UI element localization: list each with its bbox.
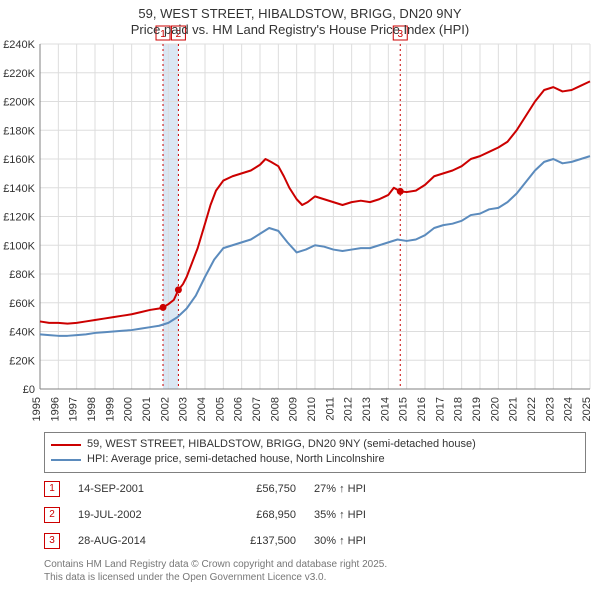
svg-text:2018: 2018 bbox=[453, 397, 465, 421]
sale-date: 14-SEP-2001 bbox=[78, 483, 198, 495]
chart-container: 59, WEST STREET, HIBALDSTOW, BRIGG, DN20… bbox=[0, 0, 600, 590]
legend-label: HPI: Average price, semi-detached house,… bbox=[87, 452, 385, 467]
sale-row: 3 28-AUG-2014 £137,500 30% ↑ HPI bbox=[44, 528, 414, 554]
svg-text:£0: £0 bbox=[23, 384, 35, 396]
svg-text:2001: 2001 bbox=[141, 397, 153, 421]
svg-text:2000: 2000 bbox=[123, 397, 135, 421]
svg-text:1997: 1997 bbox=[68, 397, 80, 421]
svg-text:2014: 2014 bbox=[379, 397, 391, 421]
svg-text:1999: 1999 bbox=[104, 397, 116, 421]
legend-item: HPI: Average price, semi-detached house,… bbox=[51, 452, 579, 467]
svg-text:2022: 2022 bbox=[526, 397, 538, 421]
svg-text:2015: 2015 bbox=[398, 397, 410, 421]
svg-text:2011: 2011 bbox=[324, 397, 336, 421]
svg-text:2009: 2009 bbox=[288, 397, 300, 421]
legend-item: 59, WEST STREET, HIBALDSTOW, BRIGG, DN20… bbox=[51, 437, 579, 452]
sale-marker-icon: 2 bbox=[44, 507, 60, 523]
svg-text:£240K: £240K bbox=[3, 39, 35, 51]
legend-swatch bbox=[51, 444, 81, 446]
svg-text:2008: 2008 bbox=[269, 397, 281, 421]
svg-text:1996: 1996 bbox=[49, 397, 61, 421]
title-line-2: Price paid vs. HM Land Registry's House … bbox=[0, 22, 600, 38]
sale-row: 2 19-JUL-2002 £68,950 35% ↑ HPI bbox=[44, 502, 414, 528]
svg-text:£200K: £200K bbox=[3, 97, 35, 109]
sale-pct-vs-hpi: 35% ↑ HPI bbox=[314, 509, 414, 521]
svg-text:2017: 2017 bbox=[434, 397, 446, 421]
svg-text:£120K: £120K bbox=[3, 212, 35, 224]
svg-text:2013: 2013 bbox=[361, 397, 373, 421]
sales-table: 1 14-SEP-2001 £56,750 27% ↑ HPI 2 19-JUL-2002… bbox=[44, 476, 414, 554]
sale-price: £137,500 bbox=[216, 535, 296, 547]
title-line-1: 59, WEST STREET, HIBALDSTOW, BRIGG, DN20… bbox=[0, 6, 600, 22]
footer-line-2: This data is licensed under the Open Gov… bbox=[44, 571, 387, 584]
svg-text:2024: 2024 bbox=[563, 397, 575, 421]
svg-text:2004: 2004 bbox=[196, 397, 208, 421]
svg-text:£100K: £100K bbox=[3, 240, 35, 252]
svg-text:£220K: £220K bbox=[3, 68, 35, 80]
svg-text:2002: 2002 bbox=[159, 397, 171, 421]
svg-text:£20K: £20K bbox=[9, 355, 35, 367]
sale-marker-icon: 1 bbox=[44, 481, 60, 497]
svg-text:2006: 2006 bbox=[233, 397, 245, 421]
svg-text:2012: 2012 bbox=[343, 397, 355, 421]
svg-text:2010: 2010 bbox=[306, 397, 318, 421]
svg-text:2020: 2020 bbox=[489, 397, 501, 421]
svg-text:£140K: £140K bbox=[3, 183, 35, 195]
svg-text:£60K: £60K bbox=[9, 298, 35, 310]
sale-marker-icon: 3 bbox=[44, 533, 60, 549]
sale-price: £68,950 bbox=[216, 509, 296, 521]
legend-label: 59, WEST STREET, HIBALDSTOW, BRIGG, DN20… bbox=[87, 437, 476, 452]
sale-row: 1 14-SEP-2001 £56,750 27% ↑ HPI bbox=[44, 476, 414, 502]
svg-text:1995: 1995 bbox=[31, 397, 43, 421]
svg-text:2003: 2003 bbox=[178, 397, 190, 421]
svg-text:£40K: £40K bbox=[9, 327, 35, 339]
svg-text:£180K: £180K bbox=[3, 125, 35, 137]
line-chart: £0 £20K £40K £60K £80K £100K £120K £140K £160K £1… bbox=[0, 0, 600, 430]
svg-text:1998: 1998 bbox=[86, 397, 98, 421]
svg-text:2025: 2025 bbox=[581, 397, 593, 421]
svg-text:2016: 2016 bbox=[416, 397, 428, 421]
svg-text:2019: 2019 bbox=[471, 397, 483, 421]
sale-price: £56,750 bbox=[216, 483, 296, 495]
legend-swatch bbox=[51, 459, 81, 461]
sale-pct-vs-hpi: 27% ↑ HPI bbox=[314, 483, 414, 495]
svg-text:£160K: £160K bbox=[3, 154, 35, 166]
svg-text:2005: 2005 bbox=[214, 397, 226, 421]
sale-date: 19-JUL-2002 bbox=[78, 509, 198, 521]
footer-attribution: Contains HM Land Registry data © Crown c… bbox=[44, 558, 387, 584]
svg-text:£80K: £80K bbox=[9, 269, 35, 281]
sale-date: 28-AUG-2014 bbox=[78, 535, 198, 547]
sale-pct-vs-hpi: 30% ↑ HPI bbox=[314, 535, 414, 547]
svg-text:2021: 2021 bbox=[508, 397, 520, 421]
legend: 59, WEST STREET, HIBALDSTOW, BRIGG, DN20… bbox=[44, 432, 586, 473]
footer-line-1: Contains HM Land Registry data © Crown c… bbox=[44, 558, 387, 571]
chart-title: 59, WEST STREET, HIBALDSTOW, BRIGG, DN20… bbox=[0, 6, 600, 39]
svg-text:2007: 2007 bbox=[251, 397, 263, 421]
svg-text:2023: 2023 bbox=[544, 397, 556, 421]
